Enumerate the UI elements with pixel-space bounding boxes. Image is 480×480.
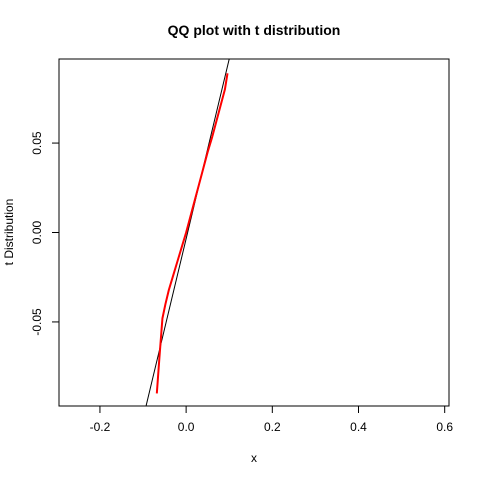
x-axis: -0.2 0.0 0.2 0.4 0.6 — [90, 405, 453, 434]
y-axis-label: t Distribution — [2, 199, 16, 266]
chart-title: QQ plot with t distribution — [168, 22, 341, 38]
plot-area — [145, 59, 230, 406]
y-tick-label: 0.00 — [30, 220, 44, 244]
x-tick-label: 0.4 — [350, 420, 367, 434]
x-tick-label: -0.2 — [90, 420, 111, 434]
x-tick-label: 0.2 — [264, 420, 281, 434]
y-tick-label: -0.05 — [30, 308, 44, 336]
qq-series-line — [155, 73, 229, 394]
reference-line — [145, 59, 230, 406]
plot-frame — [58, 58, 450, 407]
x-tick-label: 0.6 — [436, 420, 453, 434]
y-tick-label: 0.05 — [30, 131, 44, 155]
y-axis: -0.05 0.00 0.05 — [30, 131, 60, 336]
x-tick-label: 0.0 — [178, 420, 195, 434]
x-axis-label: x — [251, 451, 257, 465]
